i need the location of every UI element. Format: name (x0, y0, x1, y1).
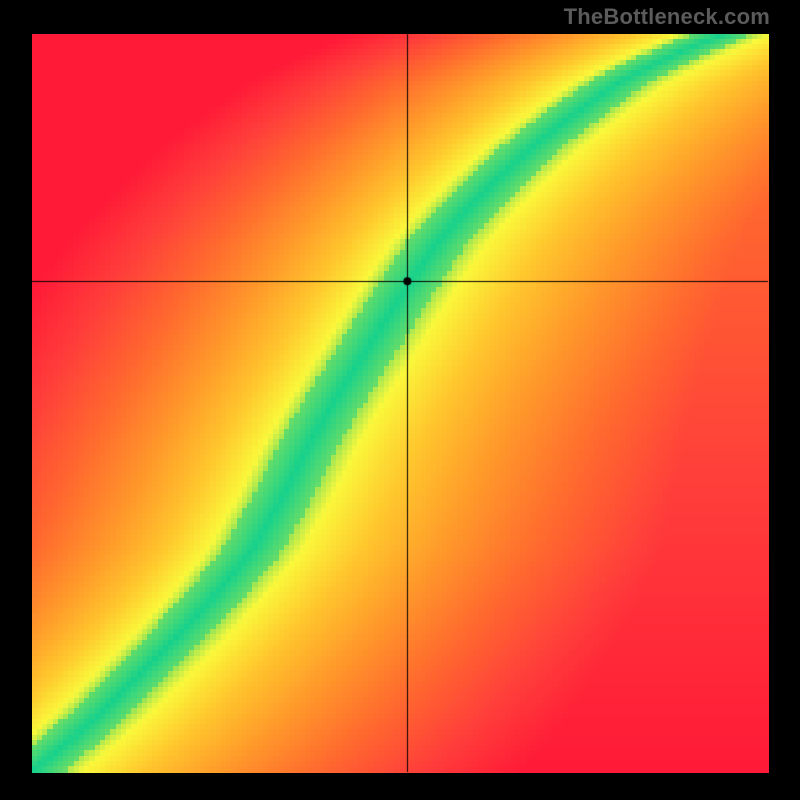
watermark-label: TheBottleneck.com (564, 4, 770, 30)
chart-container: TheBottleneck.com (0, 0, 800, 800)
heatmap-plot (0, 0, 800, 800)
